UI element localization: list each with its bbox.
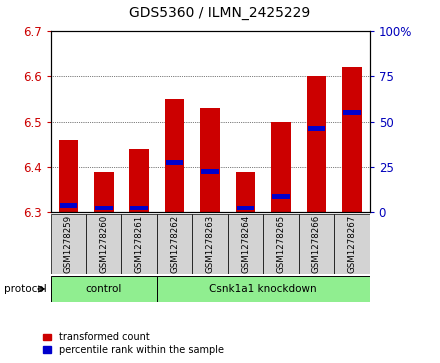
Bar [51,276,157,302]
Bar [334,214,370,274]
Bar [237,205,254,210]
Bar [342,67,362,212]
Bar [166,160,183,165]
Bar [94,172,114,212]
Bar [263,214,299,274]
Bar [157,214,192,274]
Bar [308,126,325,131]
Bar [236,172,255,212]
Bar [51,214,86,274]
Text: GDS5360 / ILMN_2425229: GDS5360 / ILMN_2425229 [129,7,311,20]
Text: GSM1278267: GSM1278267 [347,215,356,273]
Text: GSM1278260: GSM1278260 [99,215,108,273]
Bar [299,214,334,274]
Bar [192,214,228,274]
Text: GSM1278262: GSM1278262 [170,215,179,273]
Bar [271,122,291,212]
Text: GSM1278265: GSM1278265 [276,215,286,273]
Bar [129,149,149,212]
Text: protocol: protocol [4,284,47,294]
Bar [202,169,219,174]
Text: GSM1278259: GSM1278259 [64,215,73,273]
Text: GSM1278266: GSM1278266 [312,215,321,273]
Text: GSM1278263: GSM1278263 [205,215,215,273]
Bar [228,214,263,274]
Bar [307,76,326,212]
Bar [165,99,184,212]
Text: Csnk1a1 knockdown: Csnk1a1 knockdown [209,284,317,294]
Text: GSM1278264: GSM1278264 [241,215,250,273]
Bar [86,214,121,274]
Bar [343,110,361,115]
Text: GSM1278261: GSM1278261 [135,215,144,273]
Bar [59,140,78,212]
Bar [130,205,148,210]
Bar [59,203,77,208]
Text: control: control [85,284,122,294]
Bar [95,205,113,210]
Bar [200,108,220,212]
Bar [272,194,290,199]
Bar [157,276,370,302]
Bar [121,214,157,274]
Legend: transformed count, percentile rank within the sample: transformed count, percentile rank withi… [40,329,227,358]
